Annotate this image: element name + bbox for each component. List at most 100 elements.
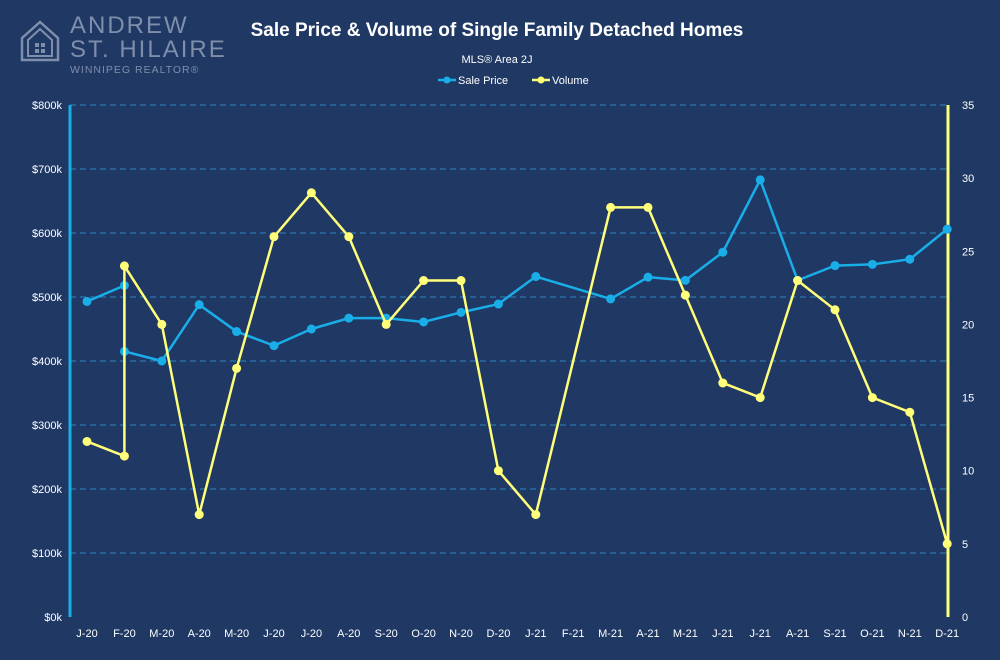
x-tick-label: A-21 — [636, 628, 659, 640]
volume-point[interactable] — [306, 188, 316, 198]
volume-line — [86, 191, 949, 545]
logo-name-line1: ANDREW — [70, 12, 189, 39]
volume-point[interactable] — [157, 319, 167, 329]
sale-price-point[interactable] — [419, 317, 429, 327]
legend-item-sale-price[interactable]: Sale Price — [438, 75, 508, 87]
volume-point[interactable] — [942, 539, 952, 549]
sale-price-point[interactable] — [830, 261, 840, 271]
x-tick-label: J-21 — [749, 628, 770, 640]
volume-point[interactable] — [867, 393, 877, 403]
right-tick-label: 35 — [962, 100, 974, 112]
x-tick-label: J-20 — [76, 628, 97, 640]
volume-point[interactable] — [232, 363, 242, 373]
sale-price-point[interactable] — [306, 324, 316, 334]
left-tick-label: $600k — [32, 228, 62, 240]
x-tick-label: N-20 — [449, 628, 473, 640]
sale-price-point[interactable] — [82, 296, 92, 306]
x-tick-label: F-21 — [562, 628, 585, 640]
volume-point[interactable] — [680, 290, 690, 300]
logo-tagline: WINNIPEG REALTOR® — [70, 64, 200, 76]
volume-point[interactable] — [419, 276, 429, 286]
sale-price-line — [86, 178, 948, 363]
sale-price-point[interactable] — [344, 313, 354, 323]
house-icon — [20, 20, 60, 62]
x-tick-label: J-20 — [263, 628, 284, 640]
left-tick-label: $500k — [32, 292, 62, 304]
sale-price-point[interactable] — [456, 307, 466, 317]
sale-price-point[interactable] — [232, 327, 242, 337]
right-tick-label: 10 — [962, 466, 974, 478]
legend-item-volume[interactable]: Volume — [532, 75, 589, 87]
right-tick-label: 30 — [962, 173, 974, 185]
volume-point[interactable] — [493, 466, 503, 476]
x-tick-label: O-21 — [860, 628, 884, 640]
sale-price-point[interactable] — [942, 224, 952, 234]
volume-point[interactable] — [531, 510, 541, 520]
right-tick-label: 25 — [962, 246, 974, 258]
volume-point[interactable] — [269, 232, 279, 242]
x-tick-label: F-20 — [113, 628, 136, 640]
x-tick-label: J-20 — [301, 628, 322, 640]
legend-label: Sale Price — [458, 75, 508, 87]
x-tick-label: J-21 — [712, 628, 733, 640]
sale-price-point[interactable] — [867, 259, 877, 269]
legend-swatch-marker — [443, 76, 451, 84]
x-tick-label: S-20 — [375, 628, 398, 640]
legend-swatch-marker — [537, 76, 545, 84]
sale-price-point[interactable] — [269, 341, 279, 351]
sale-price-point[interactable] — [493, 299, 503, 309]
legend-label: Volume — [552, 75, 589, 87]
x-tick-label: J-21 — [525, 628, 546, 640]
volume-point[interactable] — [606, 202, 616, 212]
left-tick-label: $100k — [32, 548, 62, 560]
volume-point[interactable] — [793, 276, 803, 286]
volume-point[interactable] — [344, 232, 354, 242]
chart-subtitle: MLS® Area 2J — [461, 54, 532, 66]
realtor-logo: ANDREW ST. HILAIRE WINNIPEG REALTOR® — [18, 12, 228, 82]
sale-price-point[interactable] — [194, 300, 204, 310]
volume-point[interactable] — [119, 451, 129, 461]
x-tick-label: S-21 — [823, 628, 846, 640]
axes: $0k $100k $200k $300k $400k $500k $600k $700k $8… — [32, 100, 974, 640]
volume-point[interactable] — [718, 378, 728, 388]
sale-price-point[interactable] — [157, 356, 167, 366]
series-volume — [82, 188, 952, 549]
volume-point[interactable] — [456, 276, 466, 286]
sale-price-point[interactable] — [606, 294, 616, 304]
x-tick-label: N-21 — [898, 628, 922, 640]
volume-point[interactable] — [194, 510, 204, 520]
grid — [70, 104, 948, 554]
volume-point[interactable] — [755, 393, 765, 403]
right-tick-label: 5 — [962, 539, 968, 551]
volume-point[interactable] — [82, 436, 92, 446]
legend: Sale Price Volume — [438, 75, 589, 87]
left-tick-label: $200k — [32, 484, 62, 496]
logo-name-line2: ST. HILAIRE — [70, 36, 227, 63]
volume-point[interactable] — [830, 305, 840, 315]
left-tick-label: $400k — [32, 356, 62, 368]
x-tick-label: M-20 — [224, 628, 249, 640]
left-tick-label: $0k — [44, 612, 62, 624]
series-sale-price — [82, 175, 952, 366]
x-tick-label: O-20 — [411, 628, 435, 640]
x-tick-label: D-21 — [935, 628, 959, 640]
left-tick-label: $800k — [32, 100, 62, 112]
sale-price-point[interactable] — [643, 272, 653, 282]
sale-price-point[interactable] — [755, 175, 765, 185]
volume-point[interactable] — [643, 202, 653, 212]
left-tick-label: $300k — [32, 420, 62, 432]
right-tick-label: 20 — [962, 319, 974, 331]
left-tick-label: $700k — [32, 164, 62, 176]
volume-point[interactable] — [119, 261, 129, 271]
chart-title: Sale Price & Volume of Single Family Det… — [251, 20, 744, 41]
x-tick-label: A-21 — [786, 628, 809, 640]
x-tick-label: D-20 — [486, 628, 510, 640]
volume-point[interactable] — [381, 319, 391, 329]
sale-price-point[interactable] — [905, 254, 915, 264]
volume-point[interactable] — [905, 407, 915, 417]
x-tick-label: M-21 — [598, 628, 623, 640]
sale-price-point[interactable] — [680, 275, 690, 285]
sale-price-point[interactable] — [531, 272, 541, 282]
sale-price-point[interactable] — [718, 247, 728, 257]
